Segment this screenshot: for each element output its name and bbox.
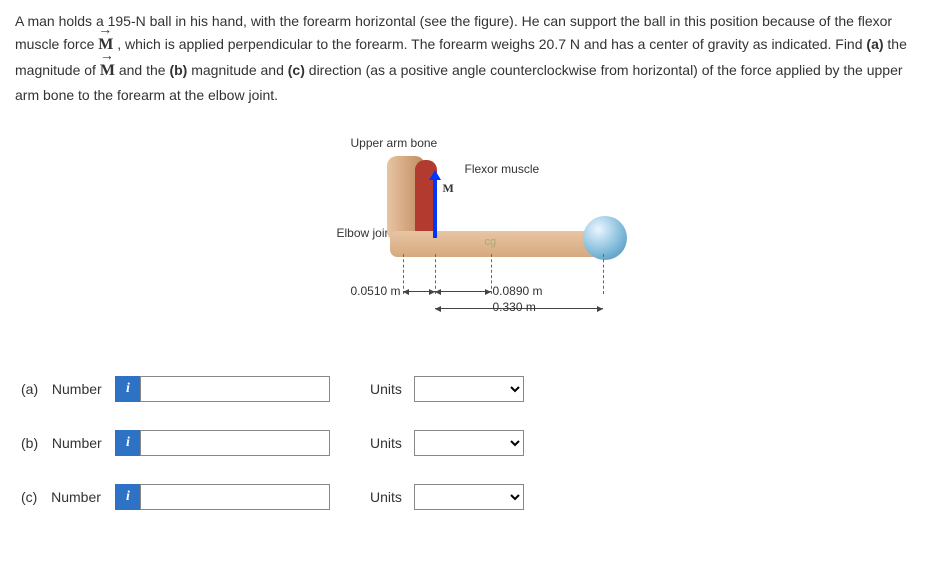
number-input-a[interactable]	[140, 376, 330, 402]
label-flexor: Flexor muscle	[465, 162, 540, 176]
dim-line	[435, 291, 491, 292]
text-seg: and the	[119, 62, 170, 78]
bold-b: (b)	[169, 62, 187, 78]
units-label: Units	[370, 489, 402, 505]
units-select-a[interactable]	[414, 376, 524, 402]
label-cg: cg	[485, 236, 497, 248]
units-label: Units	[370, 435, 402, 451]
dash	[603, 254, 604, 294]
label-d2: 0.0890 m	[493, 284, 543, 298]
answer-row-b: (b) Number i Units	[15, 430, 914, 456]
dash	[435, 254, 436, 294]
part-a-label: (a) Number	[15, 381, 115, 397]
units-label: Units	[370, 381, 402, 397]
dim-line	[403, 291, 435, 292]
text-seg: magnitude and	[191, 62, 288, 78]
number-input-c[interactable]	[140, 484, 330, 510]
forearm-drawing	[390, 231, 610, 257]
dash	[403, 254, 404, 294]
bold-a: (a)	[866, 36, 883, 52]
answer-row-c: (c) Number i Units	[15, 484, 914, 510]
answer-row-a: (a) Number i Units	[15, 376, 914, 402]
number-input-b[interactable]	[140, 430, 330, 456]
info-icon[interactable]: i	[115, 376, 141, 402]
info-icon[interactable]: i	[115, 484, 141, 510]
answers-section: (a) Number i Units (b) Number i Units (c…	[15, 376, 914, 510]
dash	[491, 254, 492, 294]
force-arrow-M	[433, 178, 437, 238]
units-select-c[interactable]	[414, 484, 524, 510]
vector-M: M	[100, 58, 115, 84]
part-c-label: (c) Number	[15, 489, 115, 505]
label-d3: 0.330 m	[493, 300, 536, 314]
info-icon[interactable]: i	[115, 430, 141, 456]
figure: Upper arm bone Flexor muscle Elbow joint…	[15, 136, 914, 336]
ball-drawing	[583, 216, 627, 260]
label-d1: 0.0510 m	[351, 284, 401, 298]
problem-text: A man holds a 195-N ball in his hand, wi…	[15, 10, 914, 106]
bold-c: (c)	[288, 62, 305, 78]
units-select-b[interactable]	[414, 430, 524, 456]
part-b-label: (b) Number	[15, 435, 115, 451]
text-seg: , which is applied perpendicular to the …	[117, 36, 866, 52]
label-M: M	[443, 181, 454, 196]
label-elbow: Elbow joint	[337, 226, 387, 240]
label-upper-arm: Upper arm bone	[351, 136, 421, 150]
